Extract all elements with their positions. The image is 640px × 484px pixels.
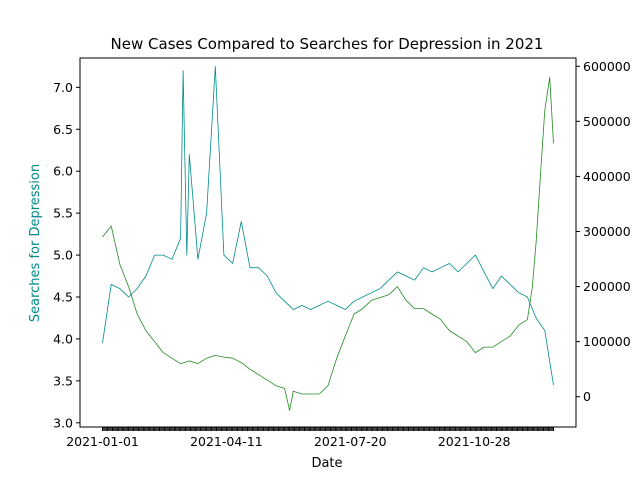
y-axis-label-left: Searches for Depression — [28, 164, 43, 322]
y-tick-label-left: 6.0 — [53, 164, 73, 179]
x-tick-label: 2021-07-20 — [314, 434, 387, 449]
plot-frame — [79, 57, 577, 428]
y-tick-label-right: 600000 — [583, 59, 631, 74]
y-tick-label-right: 300000 — [583, 224, 631, 239]
y-tick-label-right: 200000 — [583, 279, 631, 294]
x-tick-label: 2021-10-28 — [438, 434, 511, 449]
y-tick-label-left: 6.5 — [53, 122, 73, 137]
plot-area: 3.0 3.5 4.0 4.5 5.0 5.5 6.0 6.5 7.0 0 100000 200000… — [53, 57, 631, 449]
series-line-searches — [102, 66, 554, 386]
y-tick-label-right: 0 — [583, 389, 591, 404]
y-tick-label-right: 100000 — [583, 334, 631, 349]
y-tick-label-left: 3.0 — [53, 415, 73, 430]
y-tick-label-left: 7.0 — [53, 80, 73, 95]
y-tick-label-left: 3.5 — [53, 373, 73, 388]
x-tick-label: 2021-04-11 — [190, 434, 263, 449]
x-tick-label: 2021-01-01 — [66, 434, 139, 449]
y-tick-label-left: 4.0 — [53, 331, 73, 346]
y-tick-label-right: 500000 — [583, 114, 631, 129]
y-tick-label-right: 400000 — [583, 169, 631, 184]
y-tick-label-left: 5.5 — [53, 206, 73, 221]
x-axis-label: Date — [311, 456, 342, 471]
chart-title: New Cases Compared to Searches for Depre… — [111, 35, 544, 53]
y-tick-label-left: 5.0 — [53, 248, 73, 263]
series-line-cases — [102, 76, 554, 411]
y-tick-label-left: 4.5 — [53, 290, 73, 305]
